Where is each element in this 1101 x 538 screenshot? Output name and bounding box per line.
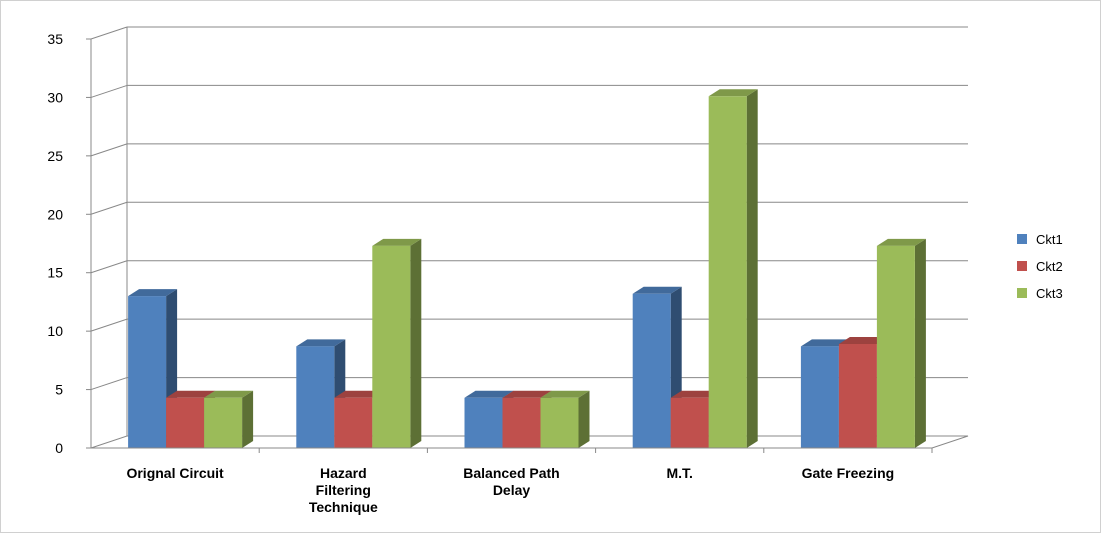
gridline-depth — [90, 26, 128, 40]
bar-side — [914, 238, 926, 448]
bar-ckt3-0 — [204, 390, 254, 448]
bar-ckt3-1 — [372, 238, 422, 448]
bar-ckt3-4 — [876, 238, 926, 448]
x-axis: Orignal Circuit Hazard Filtering Technique B… — [91, 447, 933, 515]
bar-top — [296, 339, 346, 347]
bar-top — [128, 289, 178, 297]
x-tick-label: Gate Freezing — [802, 465, 895, 481]
bar-ckt3-3 — [708, 89, 758, 448]
gridline-depth — [90, 260, 128, 274]
y-tick-label: 20 — [47, 206, 63, 222]
bar-front — [128, 296, 167, 448]
bar-front — [166, 397, 205, 448]
legend-item-ckt2: Ckt2 — [1017, 259, 1063, 274]
bar-top — [670, 390, 720, 398]
y-tick-label: 10 — [47, 323, 63, 339]
legend-item-ckt1: Ckt1 — [1017, 232, 1063, 247]
bar-top — [876, 238, 926, 246]
y-tick-label: 15 — [47, 265, 63, 281]
gridline-depth — [90, 143, 128, 157]
bar-side — [242, 390, 254, 448]
bar-front — [502, 397, 541, 448]
bar-front — [876, 245, 915, 448]
y-axis: 0 5 10 15 20 25 30 35 — [47, 31, 92, 456]
bar-front — [708, 96, 747, 448]
bar-top — [800, 339, 850, 347]
bar-top — [838, 336, 888, 344]
y-tick-label: 0 — [55, 440, 63, 456]
bar-top — [632, 286, 682, 294]
legend-swatch — [1017, 261, 1027, 271]
bar-front — [800, 346, 839, 448]
bar-ckt3-2 — [540, 390, 590, 448]
gridline-depth — [90, 377, 128, 391]
bar-front — [296, 346, 335, 448]
bar-front — [838, 343, 877, 448]
bar-front — [334, 397, 373, 448]
bar-side — [410, 238, 422, 448]
x-tick-label: M.T. — [666, 465, 692, 481]
bar-front — [632, 293, 671, 448]
bar-top — [502, 390, 552, 398]
bars — [128, 89, 926, 448]
legend-swatch — [1017, 234, 1027, 244]
legend-swatch — [1017, 288, 1027, 298]
y-tick-label: 35 — [47, 31, 63, 47]
legend-label: Ckt3 — [1036, 286, 1063, 301]
bar-side — [746, 89, 758, 448]
bar-front — [540, 397, 579, 448]
legend: Ckt1 Ckt2 Ckt3 — [1017, 232, 1063, 301]
bar-front — [670, 397, 709, 448]
bar-top — [204, 390, 254, 398]
gridline-depth — [90, 201, 128, 215]
bar-front — [464, 397, 503, 448]
legend-item-ckt3: Ckt3 — [1017, 286, 1063, 301]
bar-top — [708, 89, 758, 97]
gridline-depth — [90, 318, 128, 332]
y-tick-label: 5 — [55, 382, 63, 398]
bar-front — [372, 245, 411, 448]
legend-label: Ckt2 — [1036, 259, 1063, 274]
x-tick-label: Hazard Filtering Technique — [309, 465, 378, 515]
bar-top — [166, 390, 216, 398]
bar-top — [464, 390, 514, 398]
x-tick-label: Balanced Path Delay — [463, 465, 559, 498]
x-tick-label: Orignal Circuit — [126, 465, 224, 481]
y-tick-label: 30 — [47, 89, 63, 105]
bar-side — [578, 390, 590, 448]
bar-top — [372, 238, 422, 246]
gridline-depth — [90, 84, 128, 98]
bar-front — [204, 397, 243, 448]
y-tick-label: 25 — [47, 148, 63, 164]
bar-top — [334, 390, 384, 398]
bar-top — [540, 390, 590, 398]
legend-label: Ckt1 — [1036, 232, 1063, 247]
